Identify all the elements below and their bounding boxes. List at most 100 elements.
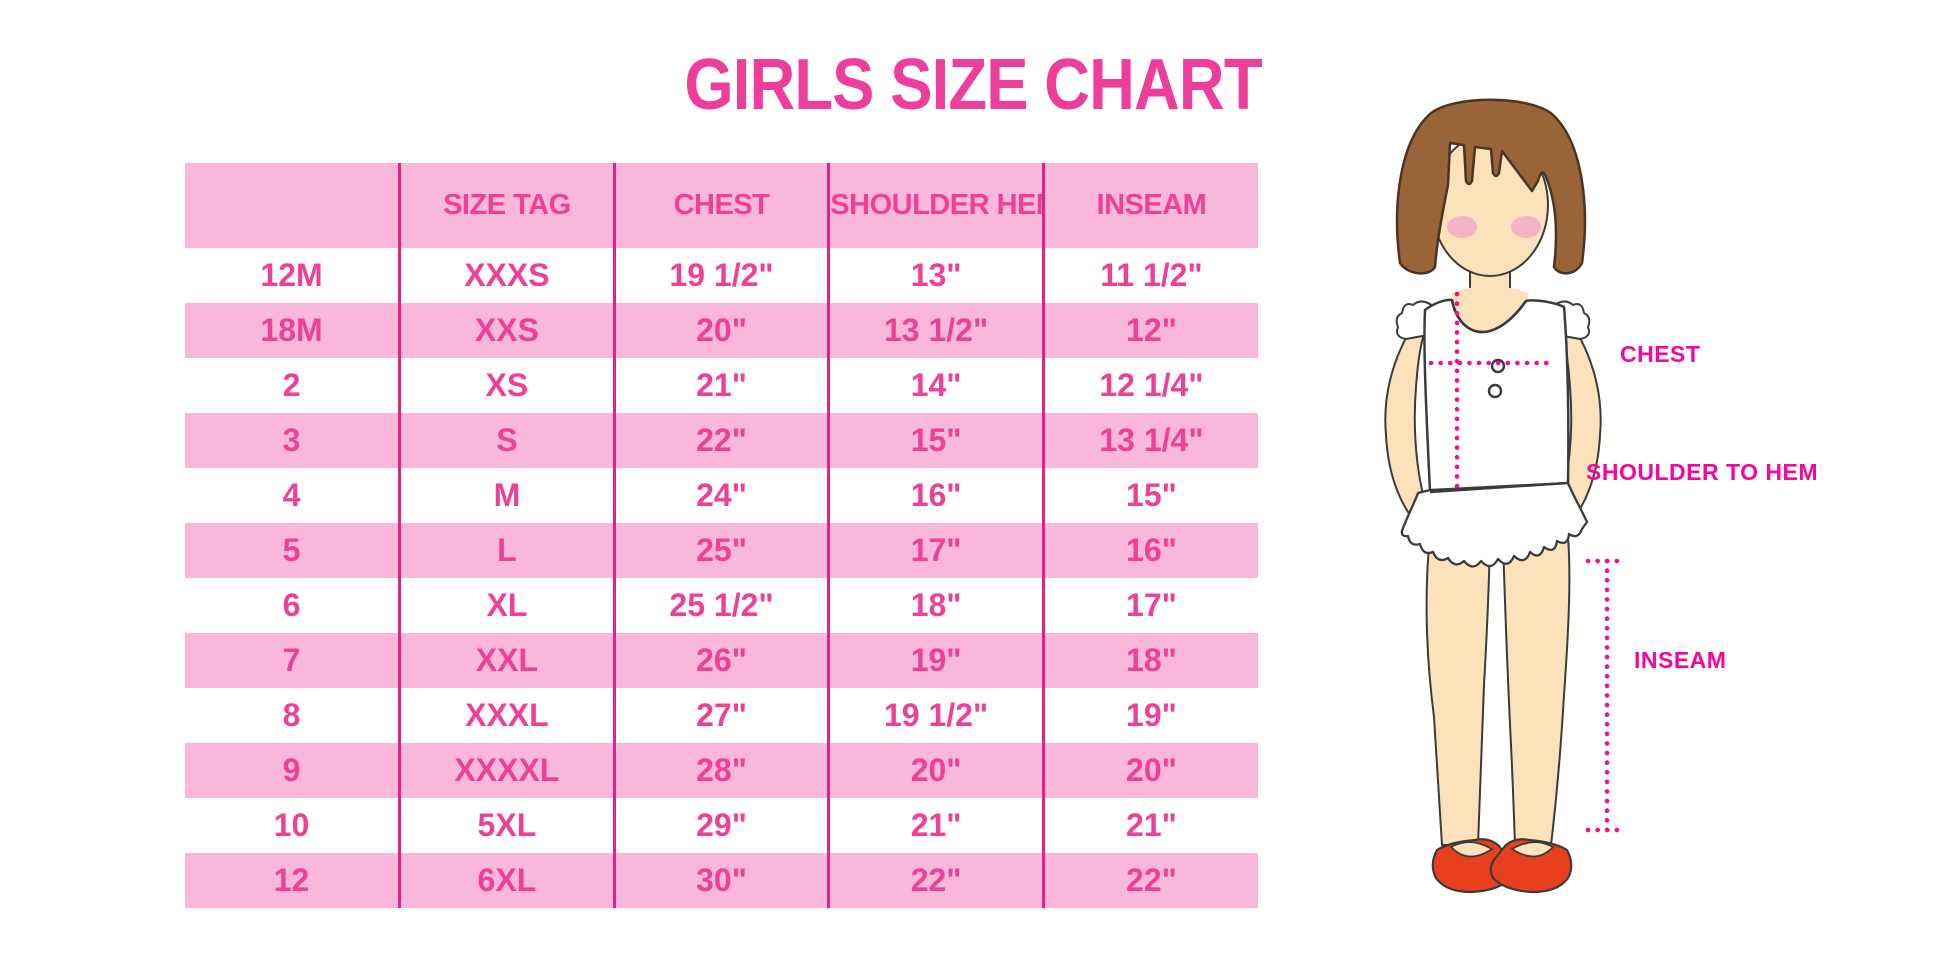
shoulder-to-hem-label: SHOULDER TO HEM <box>1586 459 1818 485</box>
girl-shoe-right <box>1489 838 1573 894</box>
table-cell: 20" <box>827 743 1044 798</box>
table-cell: 4 <box>282 477 301 513</box>
inseam-dotted-line <box>1585 558 1621 833</box>
table-cell: 16" <box>1041 523 1258 578</box>
table-cell: 21" <box>612 358 829 413</box>
table-body: 12M XXXS 19 1/2" 13" 11 1/2" 18M XXS 20" 13 1/2"… <box>185 248 1258 908</box>
table-cell: 19 1/2" <box>827 688 1044 743</box>
inseam-label: INSEAM <box>1634 647 1727 673</box>
table-row: 3 S 22" 15" 13 1/4" <box>185 413 1258 468</box>
table-cell: 12" <box>1041 303 1258 358</box>
table-cell: 22" <box>612 413 829 468</box>
chest-label: CHEST <box>1620 341 1701 367</box>
table-cell: 22" <box>827 853 1044 908</box>
girl-waist-seam <box>1429 481 1569 494</box>
table-cell: 24" <box>612 468 829 523</box>
table-row: 12 6XL 30" 22" 22" <box>185 853 1258 908</box>
table-cell: XXXXL <box>398 743 615 798</box>
table-cell: 18M <box>185 303 400 358</box>
table-cell: 17" <box>1041 578 1258 633</box>
table-cell: 15" <box>1041 468 1258 523</box>
table-cell: 22" <box>1041 853 1258 908</box>
girl-shoe-right-instep <box>1510 841 1555 858</box>
size-table: SIZE TAG CHEST SHOULDER HEM INSEAM 12M XX… <box>185 163 1258 908</box>
table-cell: 9 <box>185 743 400 798</box>
table-cell: XXXS <box>398 248 615 303</box>
table-cell: 8 <box>282 697 301 733</box>
table-row: 5 L 25" 17" 16" <box>185 523 1258 578</box>
table-cell: 16" <box>827 468 1044 523</box>
table-cell: 13 1/4" <box>1041 413 1258 468</box>
table-cell: XL <box>398 578 615 633</box>
table-cell: 25 1/2" <box>612 578 829 633</box>
table-cell: 6 <box>282 587 301 623</box>
table-cell: 21" <box>1041 798 1258 853</box>
table-cell: 25" <box>612 523 829 578</box>
table-cell: 20" <box>612 303 829 358</box>
table-cell: 19" <box>1041 688 1258 743</box>
table-cell: 13" <box>827 248 1044 303</box>
table-cell: 3 <box>185 413 400 468</box>
table-cell: 20" <box>1041 743 1258 798</box>
table-cell: 5 <box>185 523 400 578</box>
girl-shoe-left-instep <box>1449 841 1494 858</box>
header-cell-blank <box>185 163 400 248</box>
header-cell-shoulder-hem: SHOULDER HEM <box>827 163 1044 248</box>
table-cell: L <box>398 523 615 578</box>
table-cell: 17" <box>827 523 1044 578</box>
table-cell: S <box>398 413 615 468</box>
table-cell: 14" <box>827 358 1044 413</box>
table-cell: 28" <box>612 743 829 798</box>
header-cell-size-tag: SIZE TAG <box>398 163 615 248</box>
girl-neckline <box>1450 299 1528 334</box>
header-cell-inseam: INSEAM <box>1041 163 1258 248</box>
table-cell: 6XL <box>398 853 615 908</box>
table-cell: M <box>398 468 615 523</box>
table-row: 12M XXXS 19 1/2" 13" 11 1/2" <box>185 248 1258 303</box>
table-cell: 5XL <box>398 798 615 853</box>
table-cell: 18" <box>1041 633 1258 688</box>
girl-blush-right <box>1511 216 1541 238</box>
table-cell: 2 <box>282 367 301 403</box>
table-cell: 29" <box>612 798 829 853</box>
girl-blush-left <box>1447 216 1477 238</box>
table-row: 2 XS 21" 14" 12 1/4" <box>185 358 1258 413</box>
table-cell: 21" <box>827 798 1044 853</box>
table-cell: 15" <box>827 413 1044 468</box>
table-cell: 12 <box>185 853 400 908</box>
table-cell: 12M <box>260 257 323 293</box>
table-cell: 12 1/4" <box>1041 358 1258 413</box>
girl-leg-left <box>1425 533 1492 846</box>
girl-button-top <box>1490 358 1506 374</box>
table-cell: XXL <box>398 633 615 688</box>
girl-leg-right <box>1501 535 1571 846</box>
girl-hair <box>1395 98 1587 275</box>
table-cell: 19" <box>827 633 1044 688</box>
table-row: 18M XXS 20" 13 1/2" 12" <box>185 303 1258 358</box>
page-title: GIRLS SIZE CHART <box>684 45 1262 125</box>
table-row: 7 XXL 26" 19" 18" <box>185 633 1258 688</box>
table-cell: XS <box>398 358 615 413</box>
table-cell: 30" <box>612 853 829 908</box>
header-row: SIZE TAG CHEST SHOULDER HEM INSEAM <box>185 163 1258 248</box>
table-cell: 13 1/2" <box>827 303 1044 358</box>
table-cell: 11 1/2" <box>1041 248 1258 303</box>
table-cell: 26" <box>612 633 829 688</box>
table-cell: 18" <box>827 578 1044 633</box>
table-row: 8 XXXL 27" 19 1/2" 19" <box>185 688 1258 743</box>
header-cell-chest: CHEST <box>612 163 829 248</box>
table-row: 6 XL 25 1/2" 18" 17" <box>185 578 1258 633</box>
table-cell: 27" <box>612 688 829 743</box>
table-row: 4 M 24" 16" 15" <box>185 468 1258 523</box>
girl-skirt <box>1400 481 1589 568</box>
table-cell: XXXL <box>398 688 615 743</box>
table-cell: XXS <box>398 303 615 358</box>
table-cell: 7 <box>185 633 400 688</box>
table-row: 9 XXXXL 28" 20" 20" <box>185 743 1258 798</box>
girl-measurement-illustration <box>1384 98 1621 894</box>
table-cell: 10 <box>273 807 310 843</box>
girl-button-bottom <box>1487 383 1503 399</box>
table-row: 10 5XL 29" 21" 21" <box>185 798 1258 853</box>
table-cell: 19 1/2" <box>612 248 829 303</box>
